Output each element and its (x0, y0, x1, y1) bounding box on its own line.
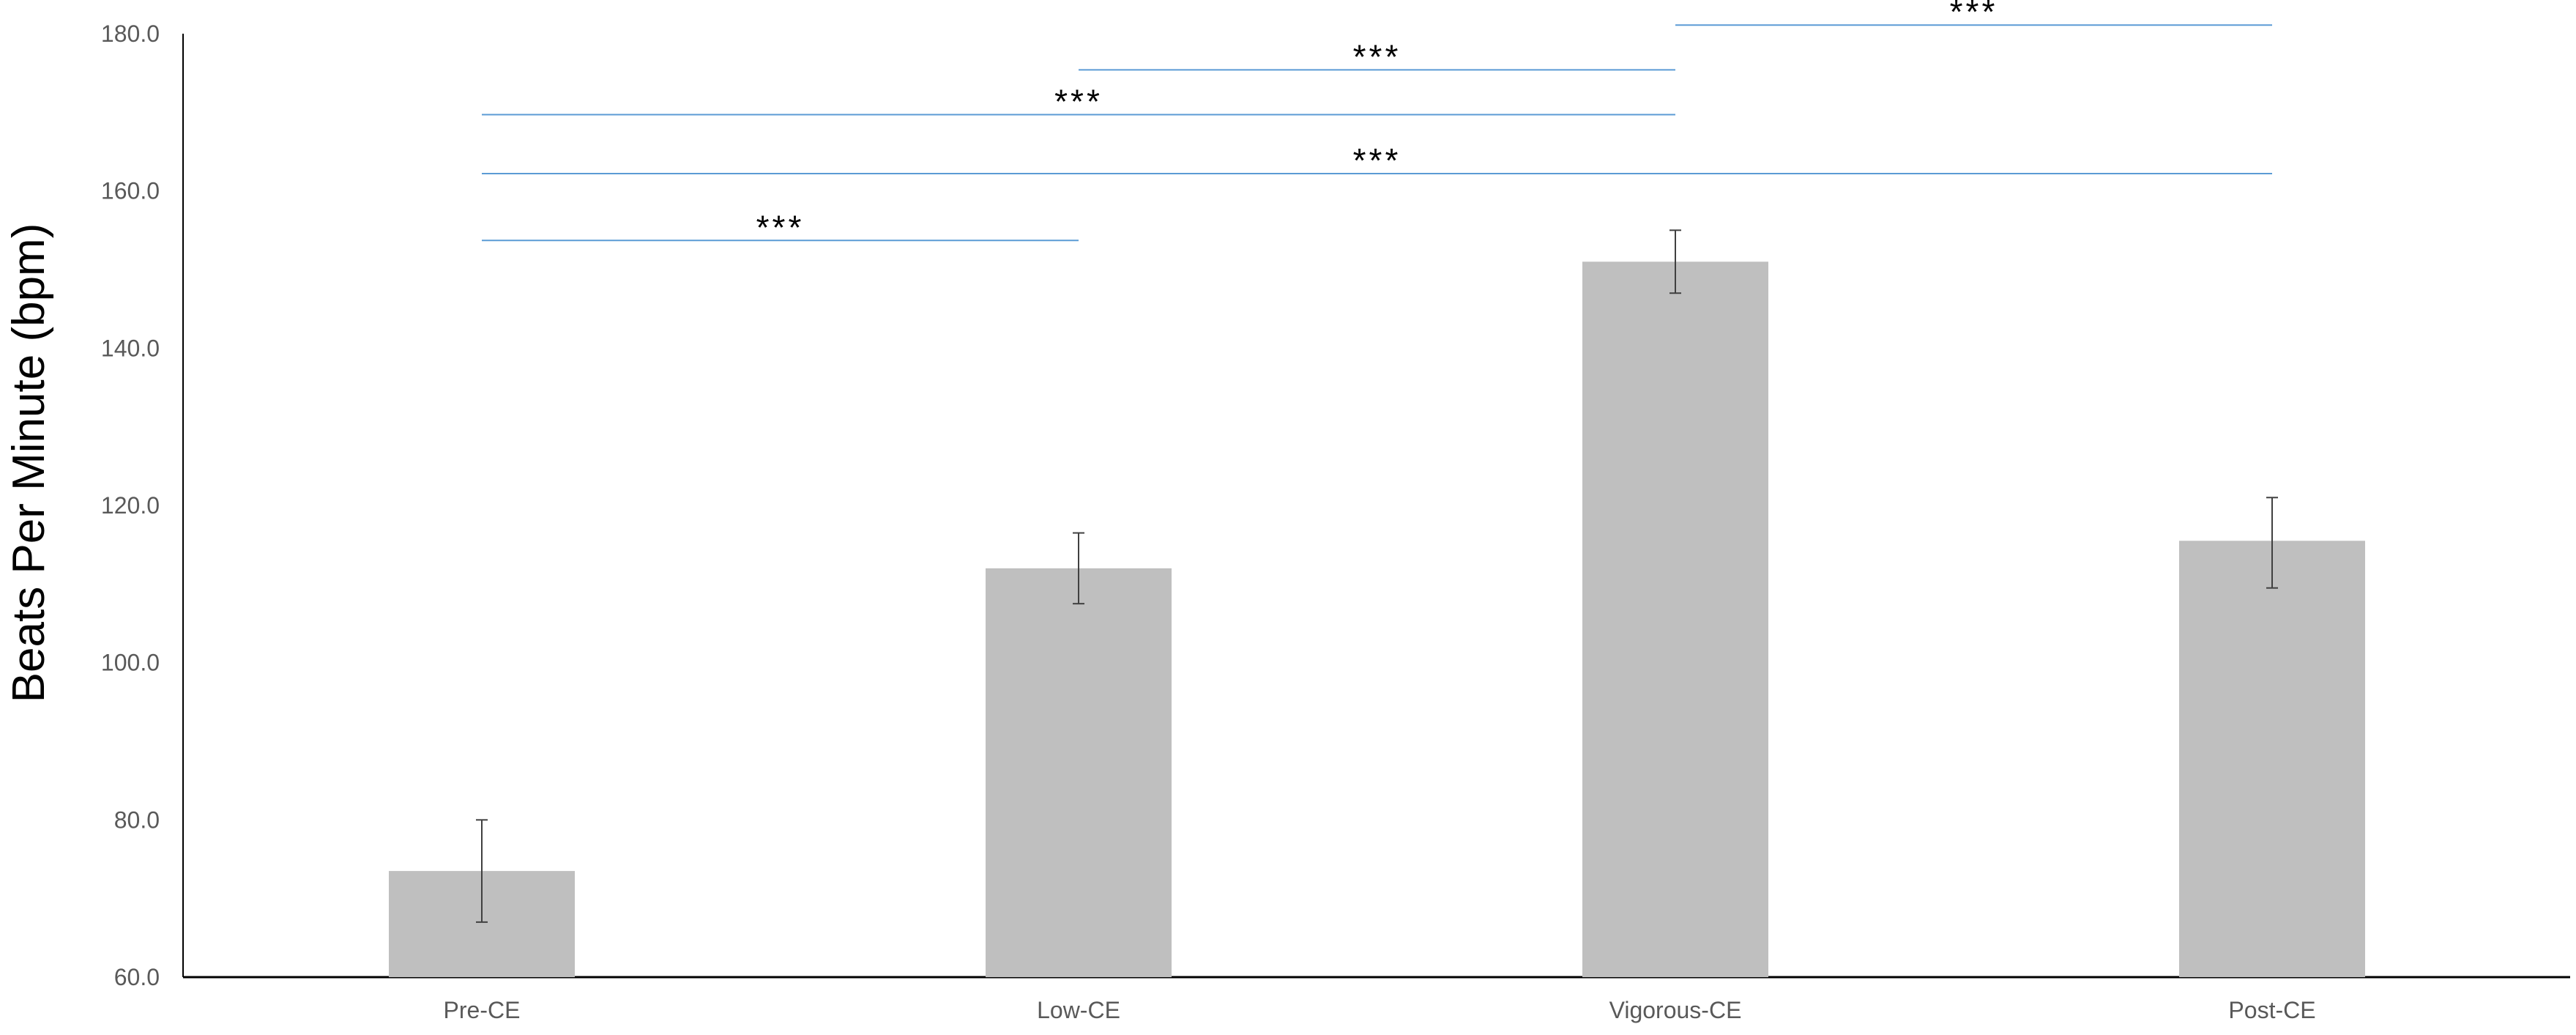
y-tick-label: 80.0 (114, 806, 160, 833)
y-tick-label: 180.0 (101, 21, 160, 47)
y-tick-label: 60.0 (114, 964, 160, 990)
y-tick-label: 120.0 (101, 492, 160, 519)
category-labels: Pre-CE Low-CE Vigorous-CE Post-CE (444, 997, 2316, 1023)
category-label: Vigorous-CE (1609, 997, 1742, 1023)
category-label: Pre-CE (444, 997, 521, 1023)
category-label: Post-CE (2228, 997, 2315, 1023)
y-tick-label: 100.0 (101, 650, 160, 676)
significance-label: *** (1353, 37, 1401, 75)
bars-layer (389, 261, 2365, 977)
y-tick-labels: 60.0 80.0 100.0 120.0 140.0 160.0 180.0 (101, 21, 160, 990)
bar-vigorous-ce (1582, 261, 1768, 977)
bar-post-ce (2179, 541, 2365, 977)
significance-label: *** (1054, 83, 1103, 121)
category-label: Low-CE (1037, 997, 1120, 1023)
bar-low-ce (986, 568, 1172, 977)
axes-layer (182, 34, 2570, 979)
y-axis-title: Beats Per Minute (bpm) (4, 223, 54, 703)
significance-label: *** (756, 208, 805, 246)
significance-label: *** (1353, 141, 1401, 179)
error-bars-layer (476, 229, 2278, 923)
significance-layer: *** *** *** *** *** (482, 0, 2272, 246)
y-tick-label: 160.0 (101, 178, 160, 204)
y-tick-label: 140.0 (101, 335, 160, 361)
significance-label: *** (1950, 0, 1998, 31)
